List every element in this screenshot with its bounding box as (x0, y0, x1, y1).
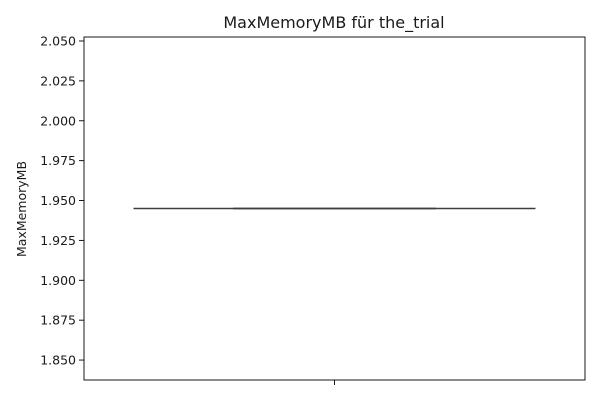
plot-area: 1.850 1.875 1.900 1.925 1.950 1.975 2.000 2.025… (40, 33, 586, 385)
y-tick-label: 1.925 (40, 233, 76, 248)
chart-title: MaxMemoryMB für the_trial (223, 13, 444, 33)
y-tick-label: 1.950 (40, 193, 76, 208)
y-tick-label: 1.975 (40, 153, 76, 168)
y-tick-label: 1.900 (40, 273, 76, 288)
y-tick-label: 2.000 (40, 113, 76, 128)
y-tick-label: 1.850 (40, 353, 76, 368)
y-tick-label: 2.025 (40, 73, 76, 88)
y-axis-label: MaxMemoryMB (14, 161, 29, 257)
y-tick-label: 2.050 (40, 33, 76, 48)
y-tick-label: 1.875 (40, 313, 76, 328)
